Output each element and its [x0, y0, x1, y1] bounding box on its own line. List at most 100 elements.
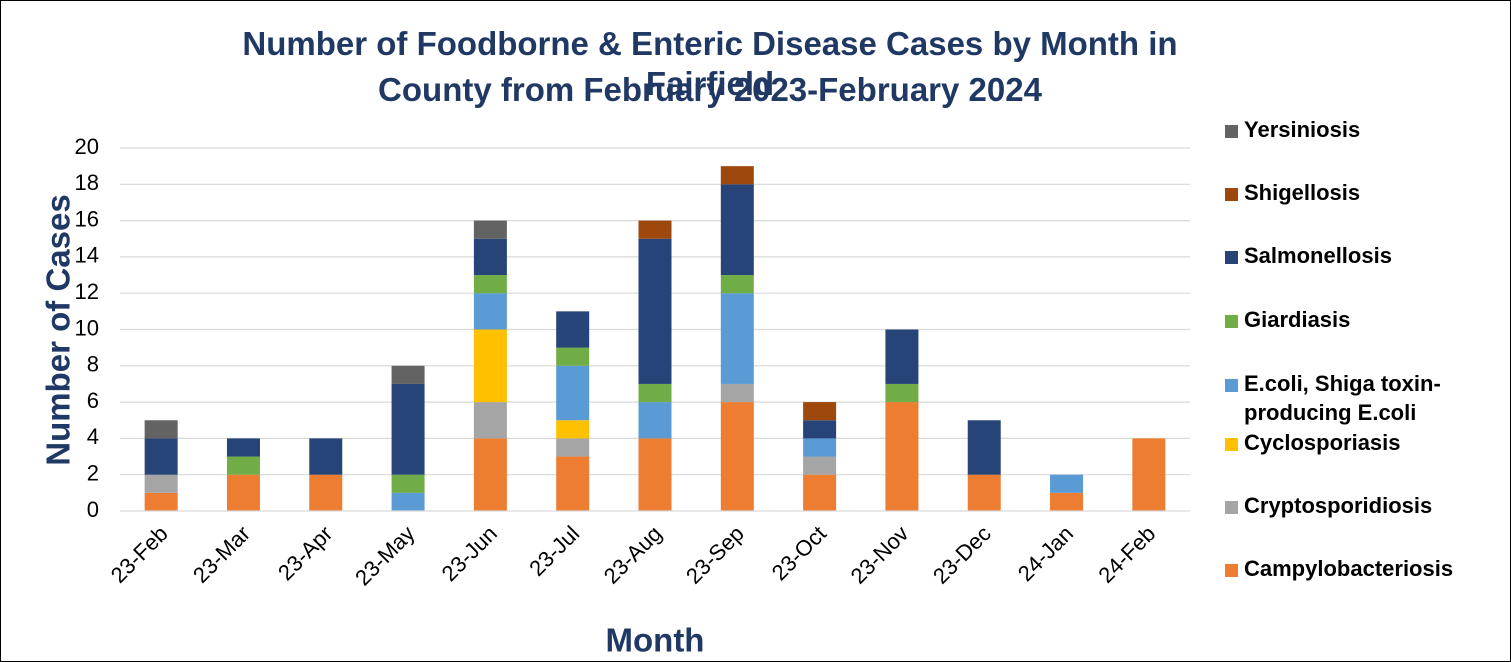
- bar-segment: [638, 383, 672, 403]
- x-tick-label: 23-Aug: [599, 521, 667, 589]
- x-tick-label: 24-Jan: [1013, 521, 1078, 586]
- bar-segment: [720, 184, 754, 276]
- legend-label: Cyclosporiasis: [1244, 430, 1401, 455]
- bar-segment: [720, 383, 754, 403]
- bar-segment: [803, 438, 837, 457]
- bar-segment: [391, 365, 425, 384]
- legend-swatch: [1225, 125, 1238, 138]
- y-tick-label: 0: [87, 497, 99, 522]
- bar-segment: [967, 474, 1001, 511]
- bar-segment: [226, 456, 260, 475]
- bar-segment: [556, 311, 590, 348]
- legend-label: Yersiniosis: [1244, 117, 1360, 142]
- bar-segment: [1050, 474, 1084, 493]
- bar-segment: [226, 438, 260, 457]
- x-tick-label: 23-Apr: [273, 521, 337, 585]
- y-tick-label: 14: [75, 243, 99, 268]
- bar-segment: [473, 329, 507, 403]
- x-tick-label: 23-Oct: [767, 521, 831, 585]
- x-tick-label: 23-Dec: [928, 521, 996, 589]
- x-tick-label: 23-Jun: [437, 521, 502, 586]
- bar-segment: [556, 456, 590, 511]
- y-tick-label: 2: [87, 461, 99, 486]
- legend-label: producing E.coli: [1244, 400, 1416, 425]
- bar-segment: [885, 402, 919, 511]
- x-tick-label: 23-Mar: [188, 521, 255, 588]
- bar-segment: [473, 275, 507, 294]
- bar-segment: [638, 438, 672, 511]
- x-axis-ticks: 23-Feb 23-Mar 23-Apr 23-May 23-Jun 23-Jul 23-A…: [106, 521, 1161, 591]
- bar-segment: [556, 438, 590, 457]
- bar-segment: [144, 420, 178, 439]
- bar-segment: [720, 293, 754, 384]
- bar-segment: [309, 438, 343, 475]
- y-tick-label: 18: [75, 170, 99, 195]
- x-axis-title: Month: [606, 622, 705, 659]
- legend-label: Shigellosis: [1244, 180, 1360, 205]
- bar-segment: [391, 383, 425, 475]
- legend: Yersiniosis Shigellosis Salmonellosis Giard…: [1225, 117, 1453, 581]
- legend-swatch: [1225, 188, 1238, 201]
- bar-segment: [473, 438, 507, 511]
- bar-segment: [967, 420, 1001, 475]
- bar-segment: [556, 365, 590, 421]
- bar-segment: [473, 238, 507, 276]
- x-tick-label: 23-Jul: [524, 521, 584, 581]
- legend-label: Campylobacteriosis: [1244, 556, 1453, 581]
- y-tick-label: 12: [75, 279, 99, 304]
- bar-segment: [391, 474, 425, 493]
- bar-segment: [473, 402, 507, 439]
- bar-segment: [144, 474, 178, 493]
- legend-swatch: [1225, 251, 1238, 264]
- legend-label: Salmonellosis: [1244, 243, 1392, 268]
- chart-title-line-2: County from February 2023-February 2024: [378, 71, 1042, 108]
- legend-swatch: [1225, 379, 1238, 392]
- bar-segment: [309, 474, 343, 511]
- bar-segment: [803, 420, 837, 439]
- legend-swatch: [1225, 438, 1238, 451]
- bar-segment: [473, 293, 507, 330]
- legend-label: Cryptosporidiosis: [1244, 493, 1432, 518]
- bar-segment: [473, 220, 507, 239]
- bar-segment: [391, 492, 425, 511]
- bar-segment: [144, 492, 178, 511]
- bar-segment: [144, 438, 178, 475]
- bar-segment: [720, 275, 754, 294]
- legend-label: E.coli, Shiga toxin-: [1244, 371, 1441, 396]
- bar-segment: [556, 420, 590, 439]
- x-tick-label: 23-Sep: [681, 521, 749, 589]
- bar-segment: [1050, 492, 1084, 511]
- bar-segment: [720, 402, 754, 511]
- legend-swatch: [1225, 501, 1238, 514]
- legend-label: Giardiasis: [1244, 307, 1350, 332]
- y-axis-ticks: 0 2 4 6 8 10 12 14 16 18 20: [75, 134, 99, 522]
- x-tick-label: 24-Feb: [1093, 521, 1160, 588]
- bar-segment: [226, 474, 260, 511]
- x-tick-label: 23-May: [350, 521, 420, 591]
- bar-segment: [803, 456, 837, 475]
- bar-segment: [638, 220, 672, 239]
- bars: [144, 166, 1166, 511]
- legend-swatch: [1225, 315, 1238, 328]
- bar-segment: [638, 238, 672, 384]
- bar-segment: [885, 329, 919, 384]
- x-tick-label: 23-Feb: [106, 521, 173, 588]
- bar-segment: [720, 166, 754, 185]
- y-tick-label: 8: [87, 352, 99, 377]
- y-tick-label: 20: [75, 134, 99, 159]
- legend-swatch: [1225, 564, 1238, 577]
- y-tick-label: 10: [75, 315, 99, 340]
- bar-segment: [638, 402, 672, 439]
- y-axis-title: Number of Cases: [40, 194, 77, 465]
- bar-segment: [1132, 438, 1166, 511]
- x-tick-label: 23-Nov: [846, 521, 914, 589]
- bar-segment: [803, 474, 837, 511]
- bar-segment: [885, 383, 919, 403]
- y-tick-label: 16: [75, 206, 99, 231]
- bar-segment: [803, 402, 837, 421]
- bar-segment: [556, 347, 590, 366]
- chart-title-line-1: Number of Foodborne & Enteric Disease Ca…: [242, 25, 1178, 102]
- y-tick-label: 6: [87, 388, 99, 413]
